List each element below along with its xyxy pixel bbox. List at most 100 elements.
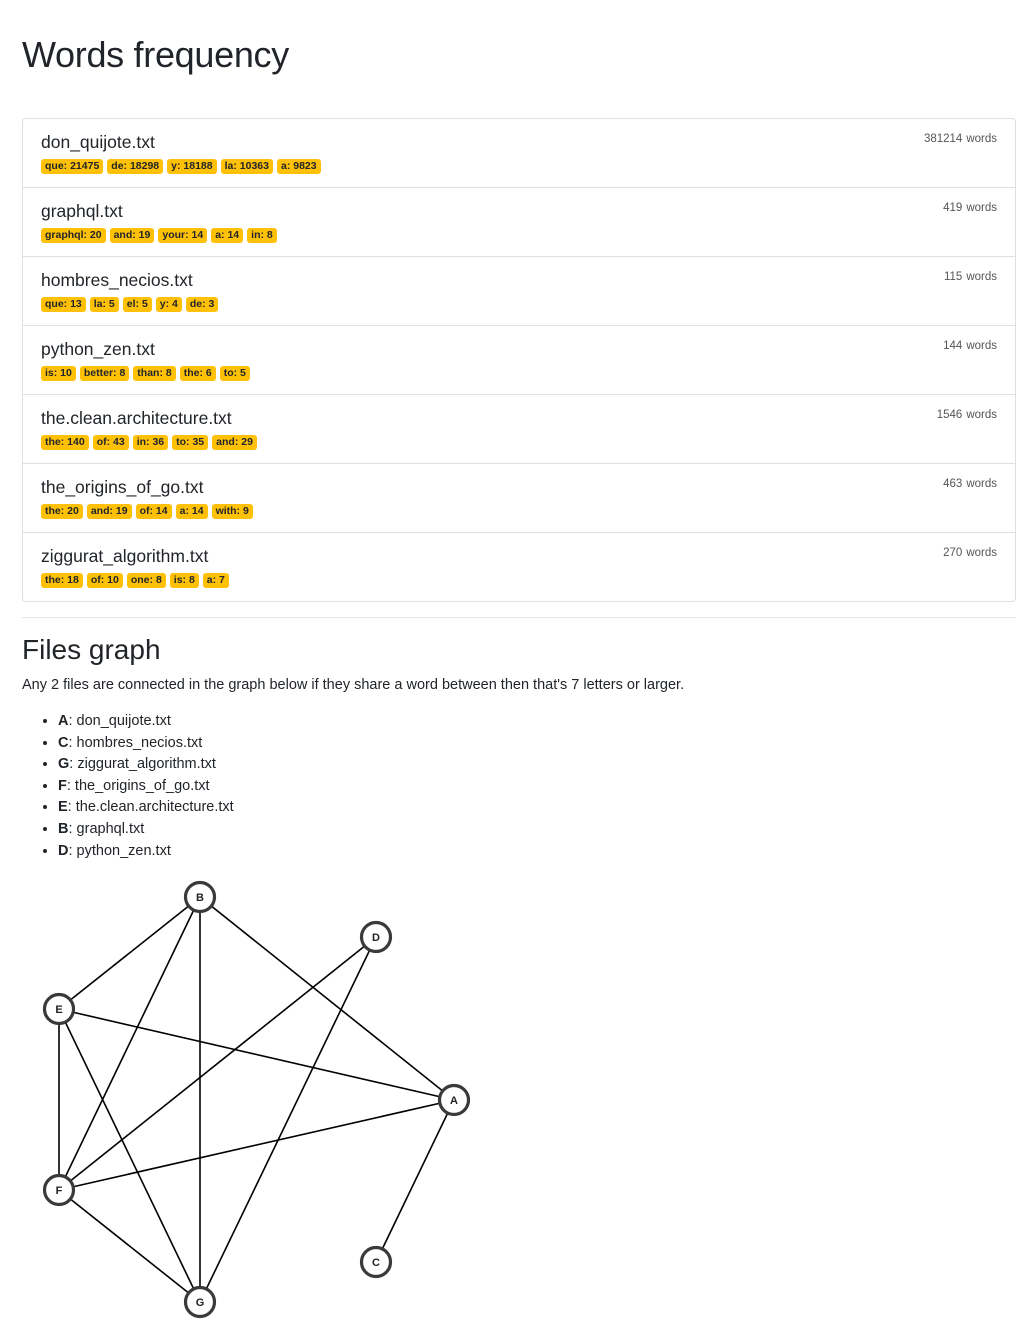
word-frequency-badge: la: 5 <box>89 297 119 312</box>
graph-node-circle <box>437 1083 471 1117</box>
word-frequency-badge: in: 8 <box>247 228 277 243</box>
page-title: Words frequency <box>22 34 289 75</box>
legend-file: the.clean.architecture.txt <box>75 799 234 816</box>
word-frequency-badge: que: 21475 <box>41 159 104 174</box>
word-frequency-badge: graphql: 20 <box>41 228 106 243</box>
word-count-value: 1546 <box>936 409 963 421</box>
graph-edge-b-a <box>199 896 455 1101</box>
graph-node-label: G <box>196 1297 205 1309</box>
graph-node-circle <box>359 920 393 954</box>
legend-file: don_quijote.txt <box>76 713 171 729</box>
word-count: 381214 words <box>924 133 997 145</box>
word-frequency-badge: is: 8 <box>169 573 199 588</box>
word-count-value: 419 <box>943 202 963 214</box>
legend-key: F <box>58 777 67 794</box>
graph-legend: A: don_quijote.txtC: hombres_necios.txtG… <box>22 711 234 862</box>
word-frequency-badge: que: 13 <box>41 297 86 312</box>
graph-section-title: Files graph <box>22 634 161 665</box>
word-frequency-badge: a: 7 <box>202 573 229 588</box>
word-count-suffix: words <box>966 202 997 214</box>
word-count: 115 words <box>944 271 997 283</box>
graph-description: Any 2 files are connected in the graph b… <box>22 677 685 693</box>
graph-node-circle <box>42 1173 76 1207</box>
file-item: don_quijote.txt 381214 words que: 21475 de: … <box>23 119 1015 187</box>
word-count-value: 144 <box>943 340 963 352</box>
word-frequency-badge: the: 6 <box>179 366 216 381</box>
word-frequency-badge: of: 14 <box>135 504 172 519</box>
file-item: the_origins_of_go.txt 463 words the: 20 and:… <box>23 463 1015 532</box>
legend-file: graphql.txt <box>76 820 145 837</box>
file-name: ziggurat_algorithm.txt <box>41 546 209 566</box>
legend-item: B: graphql.txt <box>58 819 234 841</box>
file-name: hombres_necios.txt <box>41 270 193 290</box>
word-count-value: 463 <box>943 478 963 490</box>
word-count-value: 381214 <box>923 133 963 145</box>
word-frequency-badge: the: 18 <box>41 573 83 588</box>
word-frequency-badge: of: 10 <box>86 573 123 588</box>
file-name: the.clean.architecture.txt <box>41 408 232 428</box>
word-badges: the: 140 of: 43 in: 36 to: 35 and: 29 <box>41 435 257 450</box>
legend-item: F: the_origins_of_go.txt <box>58 776 234 798</box>
word-frequency-badge: than: 8 <box>133 366 176 381</box>
graph-node-label: C <box>372 1257 380 1269</box>
legend-file: the_origins_of_go.txt <box>74 777 210 794</box>
graph-node-circle <box>42 992 76 1026</box>
graph-edge-d-f <box>58 936 377 1191</box>
word-count-value: 270 <box>943 547 963 559</box>
legend-item: D: python_zen.txt <box>58 841 234 863</box>
word-count: 144 words <box>943 340 997 352</box>
word-frequency-badge: is: 10 <box>41 366 76 381</box>
legend-key: A <box>58 713 69 729</box>
word-frequency-badge: de: 18298 <box>107 159 164 174</box>
file-item: python_zen.txt 144 words is: 10 better: 8 tha… <box>23 325 1015 394</box>
word-count-suffix: words <box>966 133 997 145</box>
file-name: graphql.txt <box>41 201 123 221</box>
graph-node-a: A <box>437 1083 471 1117</box>
legend-file: hombres_necios.txt <box>76 734 203 751</box>
word-frequency-badge: one: 8 <box>126 573 166 588</box>
word-badges: the: 18 of: 10 one: 8 is: 8 a: 7 <box>41 573 229 588</box>
graph-node-label: D <box>372 932 380 944</box>
word-count-suffix: words <box>966 409 997 421</box>
legend-key: G <box>58 756 70 773</box>
graph-node-label: A <box>450 1095 458 1107</box>
word-frequency-badge: and: 19 <box>109 228 155 243</box>
legend-item: E: the.clean.architecture.txt <box>58 797 234 819</box>
graph-node-b: B <box>183 880 217 914</box>
word-count: 270 words <box>943 547 997 559</box>
word-frequency-badge: el: 5 <box>122 297 152 312</box>
word-frequency-badge: the: 20 <box>41 504 83 519</box>
word-frequency-badge: in: 36 <box>132 435 169 450</box>
legend-file: python_zen.txt <box>76 842 171 859</box>
legend-key: E <box>58 799 68 816</box>
word-frequency-badge: better: 8 <box>79 366 130 381</box>
word-frequency-badge: a: 9823 <box>276 159 321 174</box>
word-count-suffix: words <box>966 271 997 283</box>
graph-node-f: F <box>42 1173 76 1207</box>
legend-key: D <box>58 842 69 859</box>
file-item: hombres_necios.txt 115 words que: 13 la: 5 el… <box>23 256 1015 325</box>
graph-node-circle <box>183 880 217 914</box>
word-badges: the: 20 and: 19 of: 14 a: 14 with: 9 <box>41 504 253 519</box>
graph-edge-f-g <box>58 1189 201 1303</box>
file-item: the.clean.architecture.txt 1546 words the: … <box>23 394 1015 463</box>
word-frequency-badge: the: 140 <box>41 435 89 450</box>
graph-edge-a-f <box>58 1099 455 1191</box>
graph-node-label: B <box>196 892 204 904</box>
word-frequency-badge: la: 10363 <box>220 159 273 174</box>
file-list: don_quijote.txt 381214 words que: 21475 de: … <box>22 118 1016 602</box>
graph-node-c: C <box>359 1245 393 1279</box>
word-count: 463 words <box>943 478 997 490</box>
word-badges: graphql: 20 and: 19 your: 14 a: 14 in: 8 <box>41 228 277 243</box>
file-name: python_zen.txt <box>41 339 155 359</box>
word-frequency-badge: and: 19 <box>86 504 132 519</box>
graph-edge-a-c <box>375 1099 455 1263</box>
word-frequency-badge: your: 14 <box>158 228 208 243</box>
word-frequency-badge: and: 29 <box>212 435 257 450</box>
legend-key: B <box>58 820 69 837</box>
legend-item: G: ziggurat_algorithm.txt <box>58 754 234 776</box>
file-name: don_quijote.txt <box>41 132 155 152</box>
word-badges: que: 21475 de: 18298 y: 18188 la: 10363 a: 9… <box>41 159 321 174</box>
word-frequency-badge: a: 14 <box>175 504 208 519</box>
